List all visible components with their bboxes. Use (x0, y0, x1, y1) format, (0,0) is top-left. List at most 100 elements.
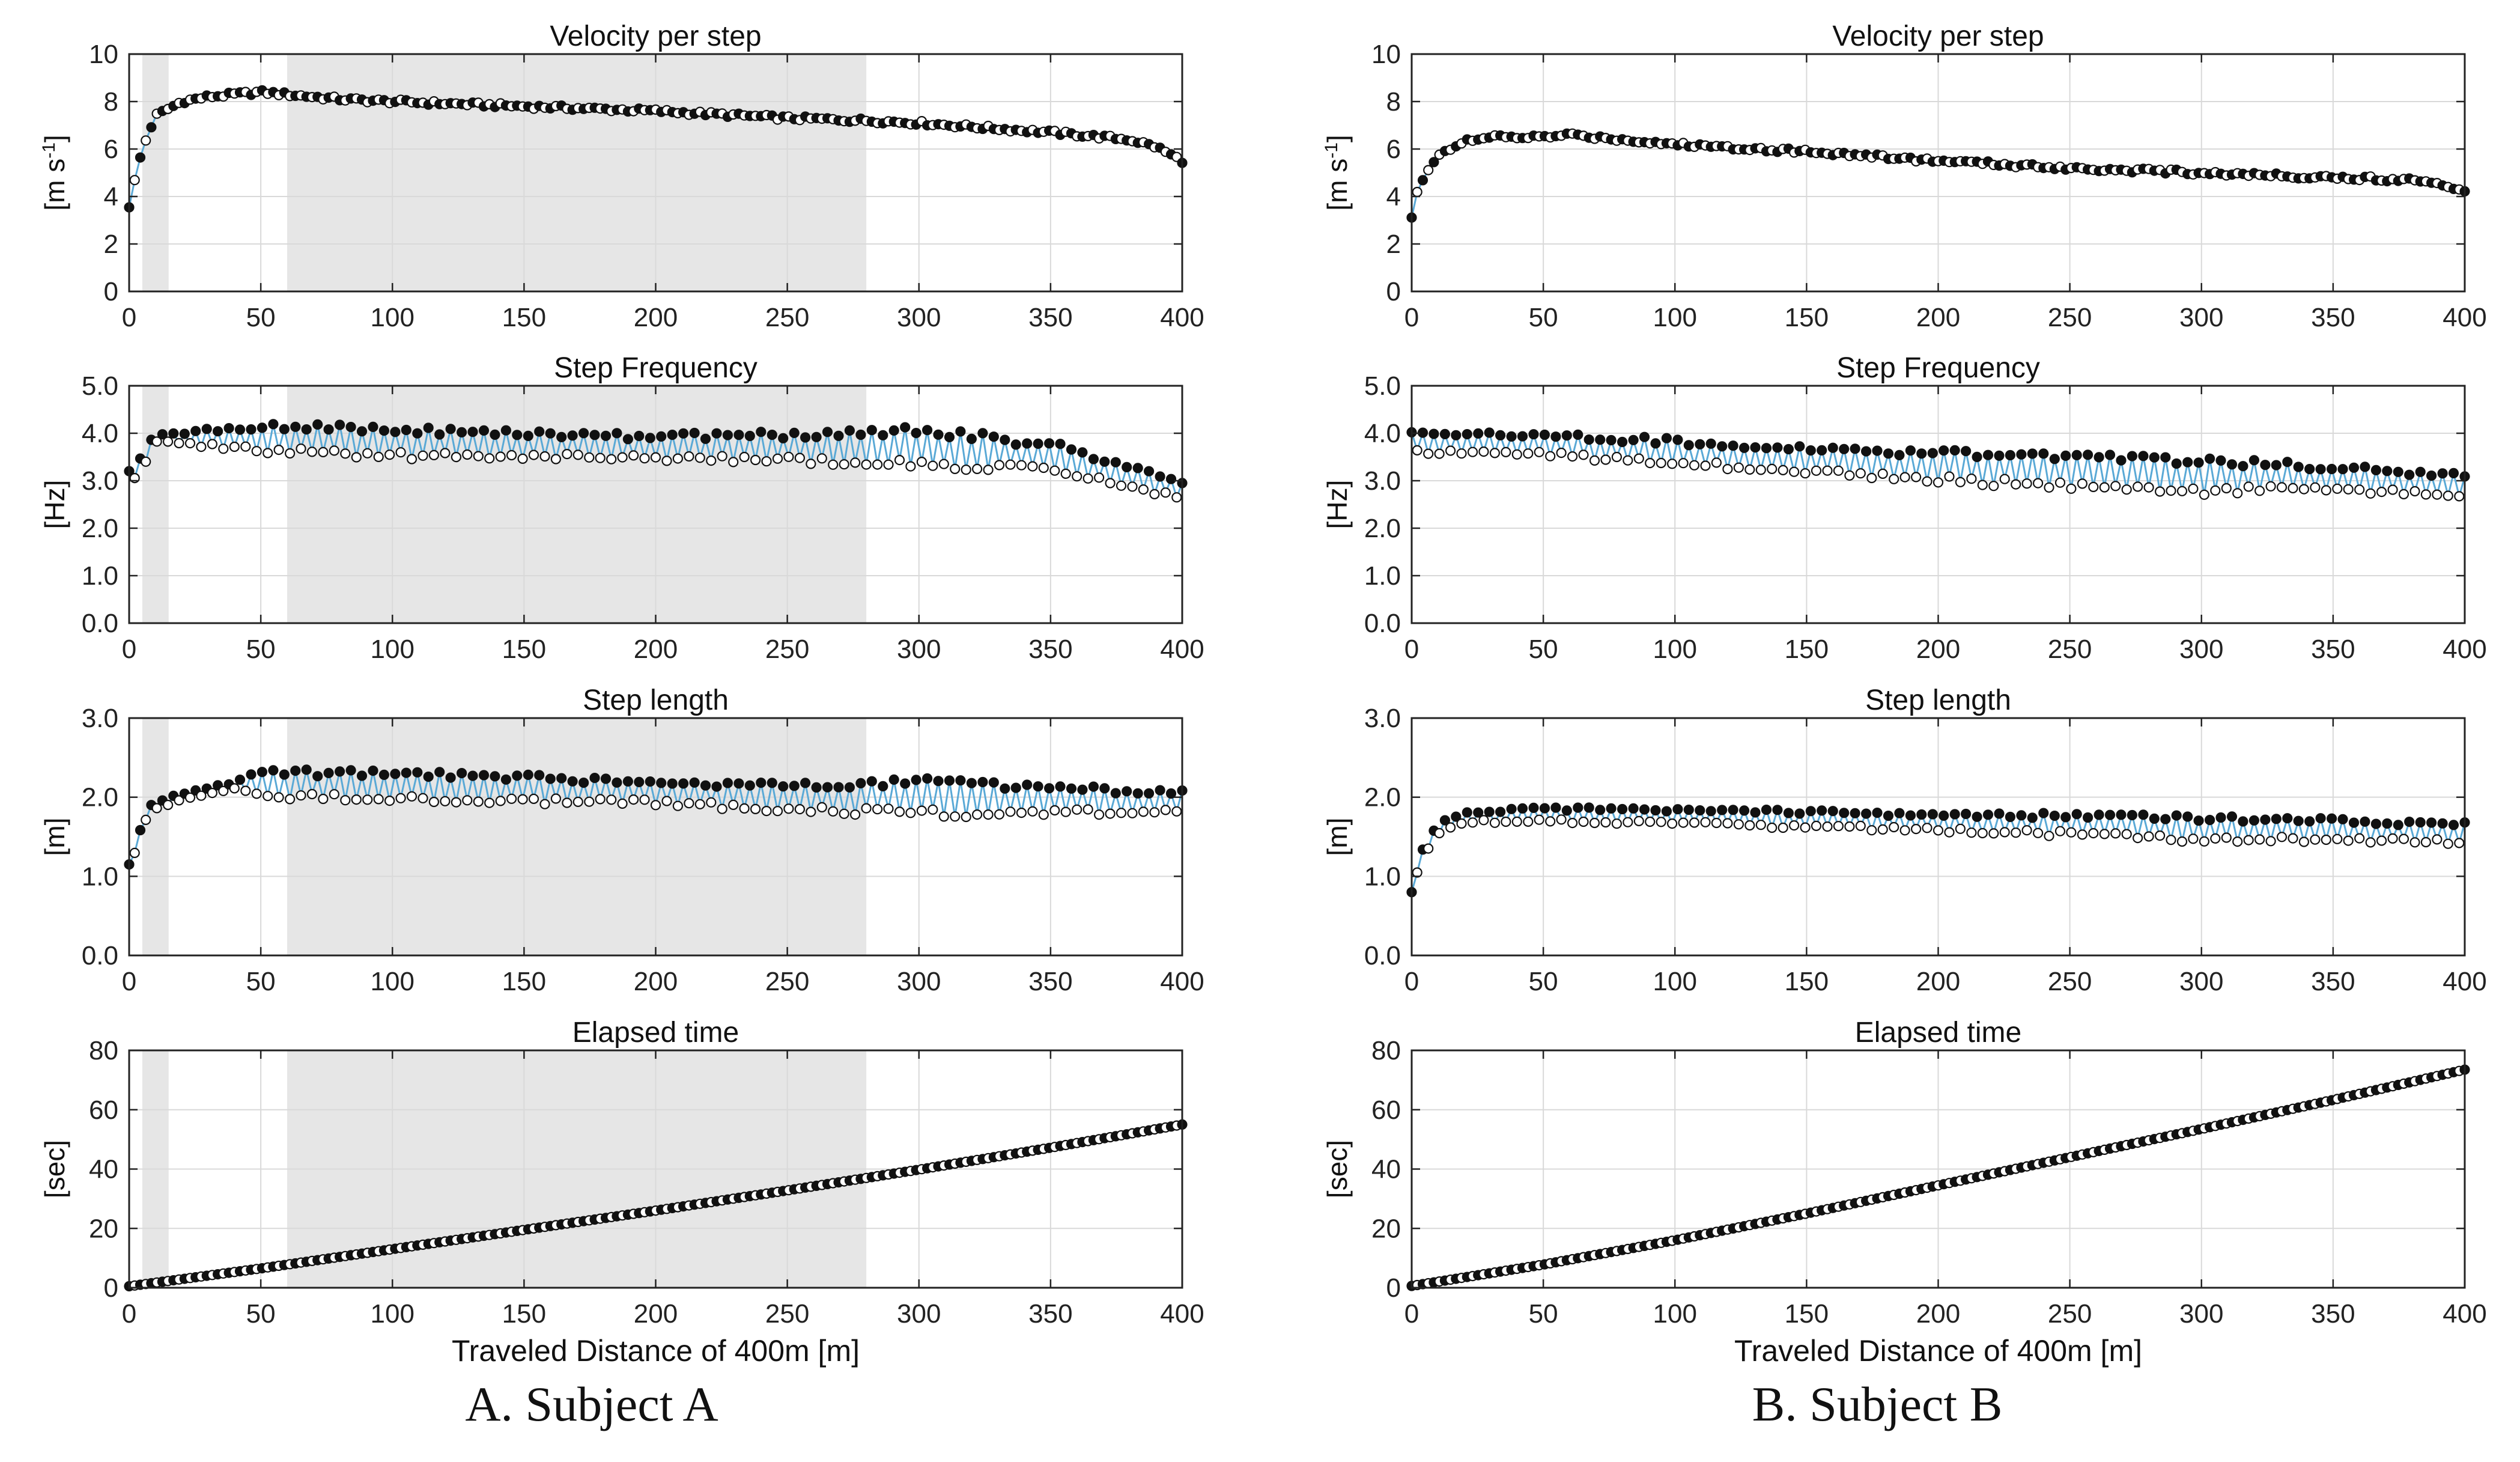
data-point-filled (334, 419, 345, 430)
data-point-open (1733, 819, 1744, 830)
data-point-open (1899, 472, 1910, 483)
data-point-open (1578, 816, 1589, 827)
data-point-filled (1695, 805, 1705, 816)
data-point-filled (789, 427, 800, 439)
data-point-open (928, 804, 938, 815)
data-point-filled (667, 778, 678, 789)
data-point-filled (2138, 451, 2149, 461)
data-point-open (1999, 827, 2010, 838)
x-tick-label: 300 (897, 967, 941, 996)
data-point-filled (368, 765, 378, 776)
data-point-open (218, 785, 229, 796)
data-point-open (806, 806, 816, 817)
data-point-open (473, 796, 484, 807)
x-tick-label: 150 (502, 1299, 546, 1329)
y-tick-label: 10 (89, 40, 118, 69)
data-point-open (495, 796, 506, 806)
data-point-open (1778, 822, 1788, 833)
x-tick-label: 400 (2443, 967, 2486, 996)
data-point-filled (1055, 781, 1066, 792)
data-point-filled (1872, 445, 1883, 456)
data-point-open (961, 464, 971, 475)
data-point-open (1611, 818, 1622, 829)
data-point-open (806, 458, 816, 469)
data-point-filled (778, 433, 789, 443)
x-tick-label: 100 (1653, 967, 1697, 996)
data-point-open (2133, 481, 2143, 492)
data-point-open (484, 453, 495, 464)
data-point-filled (1462, 428, 1472, 440)
data-point-open (196, 790, 207, 801)
data-point-open (994, 809, 1005, 820)
data-point-open (1049, 465, 1060, 476)
data-point-filled (345, 765, 356, 776)
data-point-open (1988, 828, 1999, 839)
data-point-filled (1916, 448, 1927, 459)
data-point-filled (2027, 448, 2038, 459)
data-point-filled (1528, 429, 1539, 440)
data-point-open (2044, 830, 2054, 841)
data-point-open (141, 456, 151, 467)
data-point-open (2088, 481, 2099, 493)
data-point-open (184, 792, 196, 803)
data-point-open (1866, 825, 1877, 836)
data-point-open (318, 793, 329, 805)
data-point-filled (378, 425, 390, 436)
data-point-open (1899, 825, 1910, 836)
data-point-open (938, 811, 949, 822)
x-tick-label: 150 (1785, 1299, 1829, 1329)
data-point-filled (234, 774, 246, 785)
data-point-filled (1650, 438, 1661, 449)
data-point-open (1423, 165, 1434, 175)
data-point-filled (234, 424, 246, 435)
data-point-open (1511, 449, 1522, 460)
x-tick-label: 400 (2443, 1299, 2486, 1329)
data-point-open (440, 796, 451, 806)
data-point-open (694, 799, 705, 809)
data-point-open (329, 445, 340, 456)
data-point-open (1501, 446, 1511, 458)
data-point-filled (2426, 817, 2437, 828)
data-point-filled (2171, 458, 2182, 469)
data-point-open (1138, 484, 1149, 495)
data-point-filled (1122, 786, 1132, 797)
data-point-open (928, 460, 938, 471)
data-point-filled (213, 426, 223, 437)
data-point-open (1733, 462, 1744, 473)
data-point-filled (434, 429, 445, 440)
data-point-filled (1606, 803, 1617, 814)
x-tick-label: 250 (2048, 967, 2092, 996)
data-point-open (1005, 459, 1016, 470)
x-tick-label: 150 (1785, 967, 1829, 996)
data-point-filled (2426, 470, 2437, 481)
data-point-filled (1506, 431, 1517, 442)
data-point-open (384, 795, 395, 806)
data-point-filled (490, 771, 500, 782)
data-point-open (2420, 836, 2431, 848)
panel-a-step-length: 0 50 100 150 200 250 300 350 400 0.0 1.0 2.0 3.0 Step… (39, 684, 1204, 996)
data-point-open (1822, 465, 1833, 476)
data-point-filled (2215, 812, 2226, 823)
data-point-filled (933, 776, 944, 787)
data-point-filled (2315, 813, 2326, 824)
y-tick-label: 10 (1371, 40, 1401, 69)
data-point-filled (2282, 813, 2293, 824)
data-point-filled (1717, 441, 1728, 452)
y-tick-label: 20 (1371, 1214, 1401, 1243)
data-point-filled (711, 781, 722, 792)
data-point-open (1800, 468, 1811, 479)
data-point-open (395, 793, 406, 803)
data-point-open (2232, 488, 2243, 499)
data-point-open (1645, 816, 1656, 827)
data-point-filled (1022, 438, 1033, 449)
data-point-filled (378, 769, 390, 781)
data-point-filled (733, 430, 744, 440)
data-point-filled (800, 432, 811, 443)
y-tick-label: 2.0 (1364, 514, 1401, 543)
data-point-filled (1927, 448, 1938, 458)
data-point-open (1478, 446, 1489, 457)
data-point-filled (2415, 817, 2426, 828)
data-point-open (1933, 477, 1944, 488)
data-point-open (129, 847, 140, 859)
data-point-filled (2226, 811, 2238, 822)
